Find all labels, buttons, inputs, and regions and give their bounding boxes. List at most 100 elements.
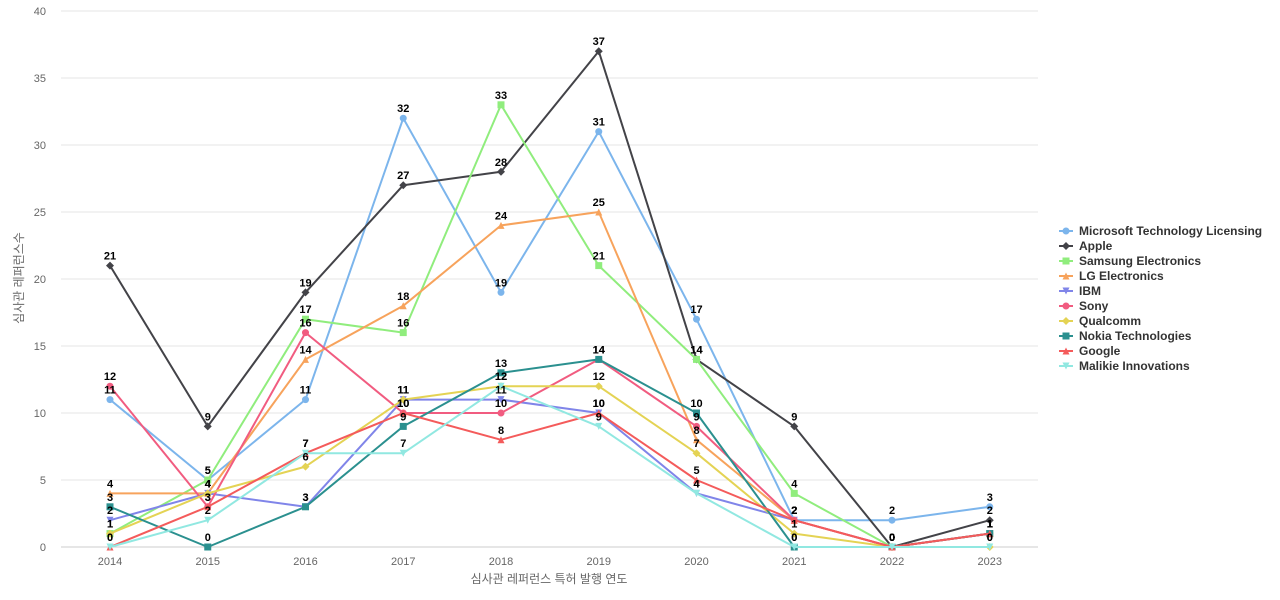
legend-item[interactable]: IBM — [1059, 284, 1101, 298]
series-line[interactable] — [109, 385, 991, 548]
legend-label[interactable]: LG Electronics — [1079, 269, 1164, 283]
data-point[interactable] — [595, 262, 603, 270]
data-point[interactable] — [790, 543, 798, 551]
series-line[interactable] — [109, 50, 991, 548]
series-line[interactable] — [109, 385, 991, 548]
series-sony[interactable] — [106, 329, 994, 551]
data-point[interactable] — [790, 516, 798, 524]
data-point[interactable] — [399, 329, 407, 337]
data-point[interactable] — [693, 315, 700, 323]
data-point[interactable] — [693, 489, 700, 497]
data-point[interactable] — [399, 302, 407, 310]
legend-label[interactable]: Qualcomm — [1079, 314, 1141, 328]
legend-label[interactable]: Samsung Electronics — [1079, 254, 1201, 268]
data-point[interactable] — [204, 476, 212, 484]
legend-marker[interactable] — [1062, 347, 1070, 355]
data-point[interactable] — [399, 422, 407, 430]
legend-item[interactable]: Samsung Electronics — [1059, 254, 1201, 268]
legend-marker[interactable] — [1062, 272, 1070, 280]
data-point[interactable] — [301, 462, 310, 471]
series-line[interactable] — [109, 103, 991, 548]
legend-item[interactable]: Apple — [1059, 239, 1113, 253]
legend-item[interactable]: Qualcomm — [1059, 314, 1141, 328]
data-point[interactable] — [594, 47, 603, 56]
data-point[interactable] — [302, 449, 309, 457]
series-samsung-electronics[interactable] — [106, 101, 994, 551]
legend-label[interactable]: Apple — [1079, 239, 1113, 253]
legend-item[interactable]: Microsoft Technology Licensing — [1059, 224, 1262, 238]
data-point[interactable] — [693, 355, 700, 363]
data-point[interactable] — [693, 476, 700, 484]
data-point[interactable] — [497, 369, 505, 377]
data-point[interactable] — [301, 288, 310, 297]
data-point[interactable] — [203, 422, 212, 431]
data-point[interactable] — [692, 449, 701, 458]
data-point[interactable] — [888, 516, 896, 524]
legend-item[interactable]: Nokia Technologies — [1059, 329, 1192, 343]
legend-label[interactable]: Nokia Technologies — [1079, 329, 1192, 343]
series-line[interactable] — [109, 412, 991, 548]
legend-marker[interactable] — [1062, 332, 1070, 340]
legend-label[interactable]: Sony — [1079, 299, 1109, 313]
legend-label[interactable]: Microsoft Technology Licensing — [1079, 224, 1262, 238]
data-point[interactable] — [595, 208, 603, 216]
legend-marker[interactable] — [1062, 362, 1070, 370]
series-line[interactable] — [109, 358, 991, 548]
data-point[interactable] — [497, 101, 505, 109]
series-qualcomm[interactable] — [106, 382, 994, 551]
data-point[interactable] — [595, 355, 603, 363]
data-point[interactable] — [106, 382, 114, 390]
data-point[interactable] — [595, 409, 603, 417]
data-point[interactable] — [595, 422, 603, 430]
data-point[interactable] — [986, 543, 994, 551]
data-point[interactable] — [302, 315, 309, 323]
data-point[interactable] — [693, 409, 700, 417]
legend-marker[interactable] — [1062, 302, 1070, 310]
legend-label[interactable]: Malikie Innovations — [1079, 359, 1190, 373]
data-point[interactable] — [594, 382, 603, 391]
data-point[interactable] — [497, 167, 505, 176]
data-point[interactable] — [497, 288, 505, 296]
data-point[interactable] — [497, 436, 505, 444]
series-ibm[interactable] — [106, 396, 994, 551]
legend-marker[interactable] — [1062, 257, 1070, 265]
legend-marker[interactable] — [1062, 287, 1070, 295]
legend[interactable]: Microsoft Technology LicensingAppleSamsu… — [1059, 224, 1262, 373]
data-point[interactable] — [693, 422, 700, 430]
legend-item[interactable]: Sony — [1059, 299, 1109, 313]
data-point[interactable] — [106, 396, 114, 404]
data-point[interactable] — [106, 543, 114, 551]
data-point[interactable] — [986, 530, 994, 538]
data-point[interactable] — [302, 503, 309, 511]
data-point[interactable] — [106, 489, 114, 497]
data-point[interactable] — [986, 503, 994, 511]
data-point[interactable] — [497, 382, 505, 390]
series-malikie-innovations[interactable] — [106, 382, 994, 551]
legend-marker[interactable] — [1062, 227, 1070, 235]
data-point[interactable] — [106, 529, 114, 538]
data-point[interactable] — [497, 396, 505, 404]
legend-item[interactable]: Google — [1059, 344, 1121, 358]
data-point[interactable] — [790, 489, 798, 497]
series-line[interactable] — [109, 117, 991, 522]
legend-label[interactable]: Google — [1079, 344, 1121, 358]
series-line[interactable] — [109, 331, 991, 548]
data-point[interactable] — [497, 409, 505, 417]
data-point[interactable] — [985, 516, 994, 525]
data-point[interactable] — [399, 395, 408, 404]
data-point[interactable] — [204, 503, 212, 511]
data-point[interactable] — [203, 489, 212, 498]
data-point[interactable] — [399, 181, 408, 190]
data-point[interactable] — [302, 329, 309, 337]
legend-item[interactable]: LG Electronics — [1059, 269, 1164, 283]
legend-marker[interactable] — [1062, 242, 1070, 250]
legend-item[interactable]: Malikie Innovations — [1059, 359, 1190, 373]
data-point[interactable] — [106, 261, 114, 270]
data-point[interactable] — [888, 543, 896, 551]
data-point[interactable] — [693, 436, 700, 444]
data-point[interactable] — [302, 396, 309, 404]
data-point[interactable] — [399, 449, 407, 457]
series-microsoft-technology-licensing[interactable] — [106, 114, 994, 524]
data-point[interactable] — [204, 543, 212, 551]
data-point[interactable] — [595, 128, 603, 136]
